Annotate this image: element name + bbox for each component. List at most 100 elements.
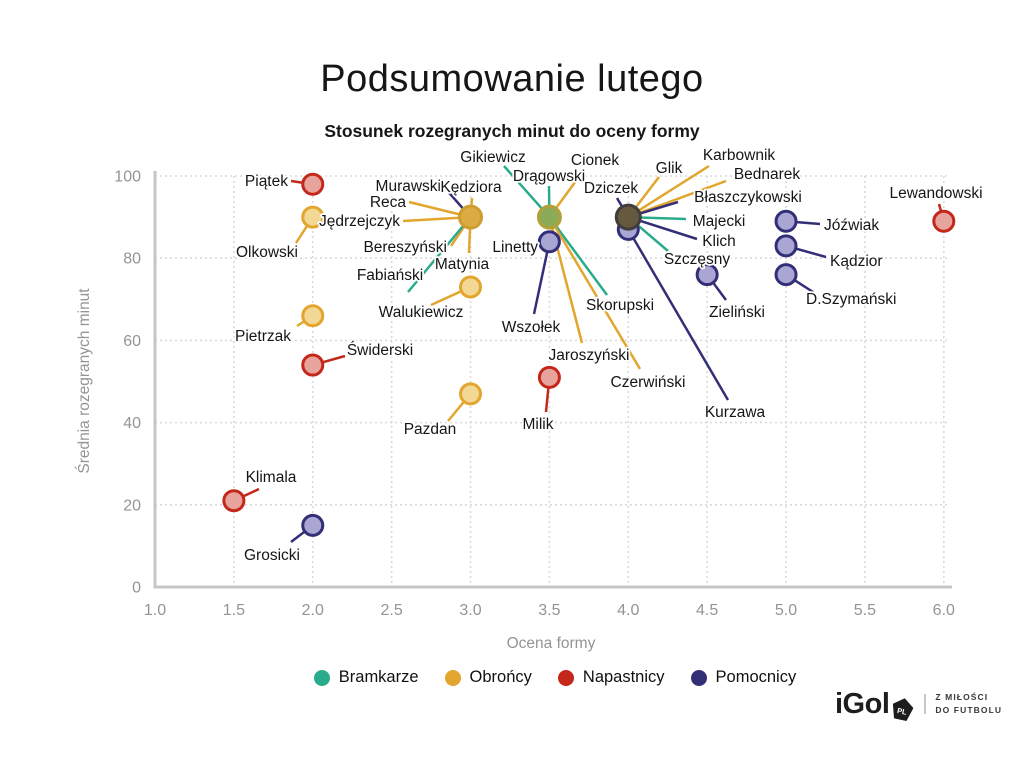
legend-item-pomocnicy[interactable]: Pomocnicy xyxy=(690,668,797,687)
marker-m-c2[interactable] xyxy=(614,203,642,231)
player-label: Piątek xyxy=(245,173,288,190)
brand-name: iGol xyxy=(835,687,890,720)
player-label: Świderski xyxy=(347,341,413,359)
player-label: D.Szymański xyxy=(806,291,896,308)
y-tick-label: 20 xyxy=(123,497,141,514)
player-label: Kądzior xyxy=(830,253,883,270)
marker-m-walukiewicz[interactable] xyxy=(459,275,483,299)
football-badge-icon: PL xyxy=(890,696,915,722)
marker-m-c1[interactable] xyxy=(536,204,562,230)
player-label: Jóźwiak xyxy=(824,217,879,234)
player-label: Gikiewicz xyxy=(460,149,525,166)
legend-item-bramkarze[interactable]: Bramkarze xyxy=(313,668,419,687)
player-label: Klimala xyxy=(246,469,297,486)
marker-m-lewandowski[interactable] xyxy=(932,209,956,233)
player-label: Murawski xyxy=(376,178,441,195)
player-label: Kurzawa xyxy=(705,404,766,421)
player-label: Karbownik xyxy=(703,147,776,164)
marker-m-dszymanski[interactable] xyxy=(774,263,798,287)
marker-m-c3[interactable] xyxy=(458,204,484,230)
marker-m-milik[interactable] xyxy=(537,365,561,389)
marker-m-piatek[interactable] xyxy=(301,172,325,196)
player-label: Klich xyxy=(702,233,736,250)
player-label: Wszołek xyxy=(502,319,561,336)
tagline-line1: Z MIŁOŚCI xyxy=(935,692,989,703)
player-label: Szczęsny xyxy=(664,251,731,268)
x-tick-label: 1.0 xyxy=(144,602,166,619)
player-label: Lewandowski xyxy=(889,185,982,202)
player-label: Olkowski xyxy=(236,244,298,261)
player-label: Błaszczykowski xyxy=(694,189,802,206)
legend-label: Bramkarze xyxy=(338,668,419,686)
player-label: Dziczek xyxy=(584,180,639,197)
player-label: Skorupski xyxy=(586,297,654,314)
y-tick-label: 40 xyxy=(123,415,141,432)
legend-item-napastnicy[interactable]: Napastnicy xyxy=(557,668,665,687)
leader-line xyxy=(627,164,710,219)
y-tick-label: 100 xyxy=(114,169,141,186)
legend: Bramkarze Obrońcy Napastnicy Pomocnicy xyxy=(86,668,1024,687)
player-label: Drągowski xyxy=(513,168,585,185)
napastnicy-dot-icon xyxy=(557,669,574,686)
leader-line xyxy=(407,216,472,293)
marker-m-klimala[interactable] xyxy=(222,489,246,513)
player-label: Linetty xyxy=(492,239,538,256)
marker-m-linetty[interactable] xyxy=(537,230,561,254)
marker-m-grosicki[interactable] xyxy=(301,513,325,537)
x-tick-label: 2.5 xyxy=(381,602,403,619)
player-label: Zieliński xyxy=(709,304,765,321)
x-tick-label: 3.0 xyxy=(459,602,481,619)
player-label: Reca xyxy=(370,194,407,211)
tagline-line2: DO FUTBOLU xyxy=(935,705,1003,715)
player-label: Pietrzak xyxy=(235,328,291,345)
player-label: Czerwiński xyxy=(611,374,686,391)
x-axis-title: Ocena formy xyxy=(507,635,596,652)
marker-m-pietrzak[interactable] xyxy=(301,304,325,328)
player-label: Walukiewicz xyxy=(379,304,464,321)
page-title: Podsumowanie lutego xyxy=(320,58,704,100)
player-label: Fabiański xyxy=(357,267,423,284)
leader-line xyxy=(548,216,642,370)
player-label: Bereszyński xyxy=(363,239,447,256)
player-label: Cionek xyxy=(571,152,619,169)
marker-m-zielinski[interactable] xyxy=(695,263,719,287)
logo-divider xyxy=(924,694,927,714)
x-tick-label: 5.0 xyxy=(775,602,797,619)
leader-line xyxy=(548,216,609,296)
pomocnicy-dot-icon xyxy=(690,669,707,686)
player-label: Bednarek xyxy=(734,166,801,183)
legend-label: Pomocnicy xyxy=(715,668,797,686)
obroncy-dot-icon xyxy=(444,669,461,686)
x-tick-label: 3.5 xyxy=(538,602,560,619)
player-label: Majecki xyxy=(693,213,746,230)
x-tick-label: 2.0 xyxy=(302,602,324,619)
bramkarze-dot-icon xyxy=(313,669,330,686)
marker-m-swiderski[interactable] xyxy=(301,353,325,377)
x-tick-label: 6.0 xyxy=(933,602,955,619)
player-label: Milik xyxy=(523,416,554,433)
chart-subtitle: Stosunek rozegranych minut do oceny form… xyxy=(324,121,700,141)
badge-text: PL xyxy=(896,706,908,717)
brand-logo: iGol PL Z MIŁOŚCI DO FUTBOLU xyxy=(835,688,1002,720)
marker-m-kadzior[interactable] xyxy=(774,234,798,258)
legend-label: Napastnicy xyxy=(582,668,665,686)
player-label: Jaroszyński xyxy=(549,347,630,364)
player-label: Grosicki xyxy=(244,547,300,564)
marker-m-jozwiak[interactable] xyxy=(774,209,798,233)
player-label: Glik xyxy=(656,160,683,177)
brand-tagline: Z MIŁOŚCI DO FUTBOLU xyxy=(935,691,1002,717)
marker-m-pazdan[interactable] xyxy=(459,382,483,406)
y-tick-label: 0 xyxy=(132,580,141,597)
marker-m-olkowski[interactable] xyxy=(301,205,325,229)
y-tick-label: 60 xyxy=(123,333,141,350)
y-axis-title: Średnia rozegranych minut xyxy=(75,288,93,474)
x-tick-label: 4.5 xyxy=(696,602,718,619)
legend-label: Obrońcy xyxy=(469,668,532,686)
leader-line xyxy=(532,241,551,315)
player-label: Matynia xyxy=(435,256,490,273)
leader-line xyxy=(627,228,730,401)
x-tick-label: 1.5 xyxy=(223,602,245,619)
legend-item-obroncy[interactable]: Obrońcy xyxy=(444,668,532,687)
player-label: Kędziora xyxy=(440,179,502,196)
